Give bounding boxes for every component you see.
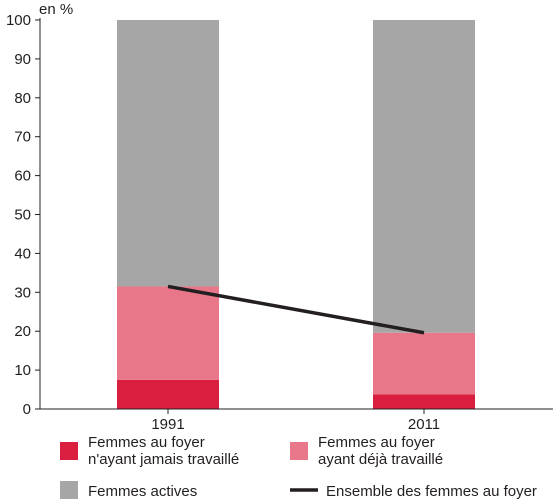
- y-tick-label-10: 10: [14, 362, 31, 379]
- y-tick-label-100: 100: [6, 12, 31, 29]
- legend-label-0-line-0: Femmes au foyer: [88, 434, 205, 451]
- legend-swatch-2: [60, 481, 78, 499]
- x-tick-label-1991: 1991: [151, 416, 184, 433]
- axes: 0 10 20 30 40 50 60 70 80 90 100 1991 2011: [6, 12, 553, 433]
- legend-swatch-1: [290, 442, 308, 460]
- y-tick-label-40: 40: [14, 245, 31, 262]
- legend-label-3-line-0: Ensemble des femmes au foyer: [326, 483, 537, 500]
- y-tick-label-80: 80: [14, 90, 31, 107]
- x-tick-label-2011: 2011: [408, 416, 440, 433]
- y-tick-label-50: 50: [14, 207, 31, 224]
- line-layer: [167, 284, 425, 335]
- legend-label-1-line-0: Femmes au foyer: [318, 434, 435, 451]
- bar-1991-series-1: [117, 286, 219, 380]
- y-tick-label-90: 90: [14, 51, 31, 68]
- bars-layer: [117, 20, 475, 409]
- y-tick-label-0: 0: [23, 401, 31, 418]
- y-tick-label-20: 20: [14, 323, 31, 340]
- legend-swatch-0: [60, 442, 78, 460]
- bar-1991-series-0: [117, 379, 219, 409]
- y-tick-label-30: 30: [14, 284, 31, 301]
- bar-2011-series-2: [373, 20, 475, 333]
- legend-label-1-line-1: ayant déjà travaillé: [318, 451, 443, 468]
- y-tick-label-70: 70: [14, 129, 31, 146]
- line-ensemble-femmes-au-foyer: [167, 284, 425, 335]
- bar-2011-series-1: [373, 332, 475, 395]
- legend-label-2-line-0: Femmes actives: [88, 483, 197, 500]
- bar-2011-series-0: [373, 394, 475, 409]
- unit-label: en %: [39, 1, 73, 18]
- y-tick-label-60: 60: [14, 168, 31, 185]
- legend-label-0-line-1: n'ayant jamais travaillé: [88, 451, 239, 468]
- bar-1991-series-2: [117, 20, 219, 287]
